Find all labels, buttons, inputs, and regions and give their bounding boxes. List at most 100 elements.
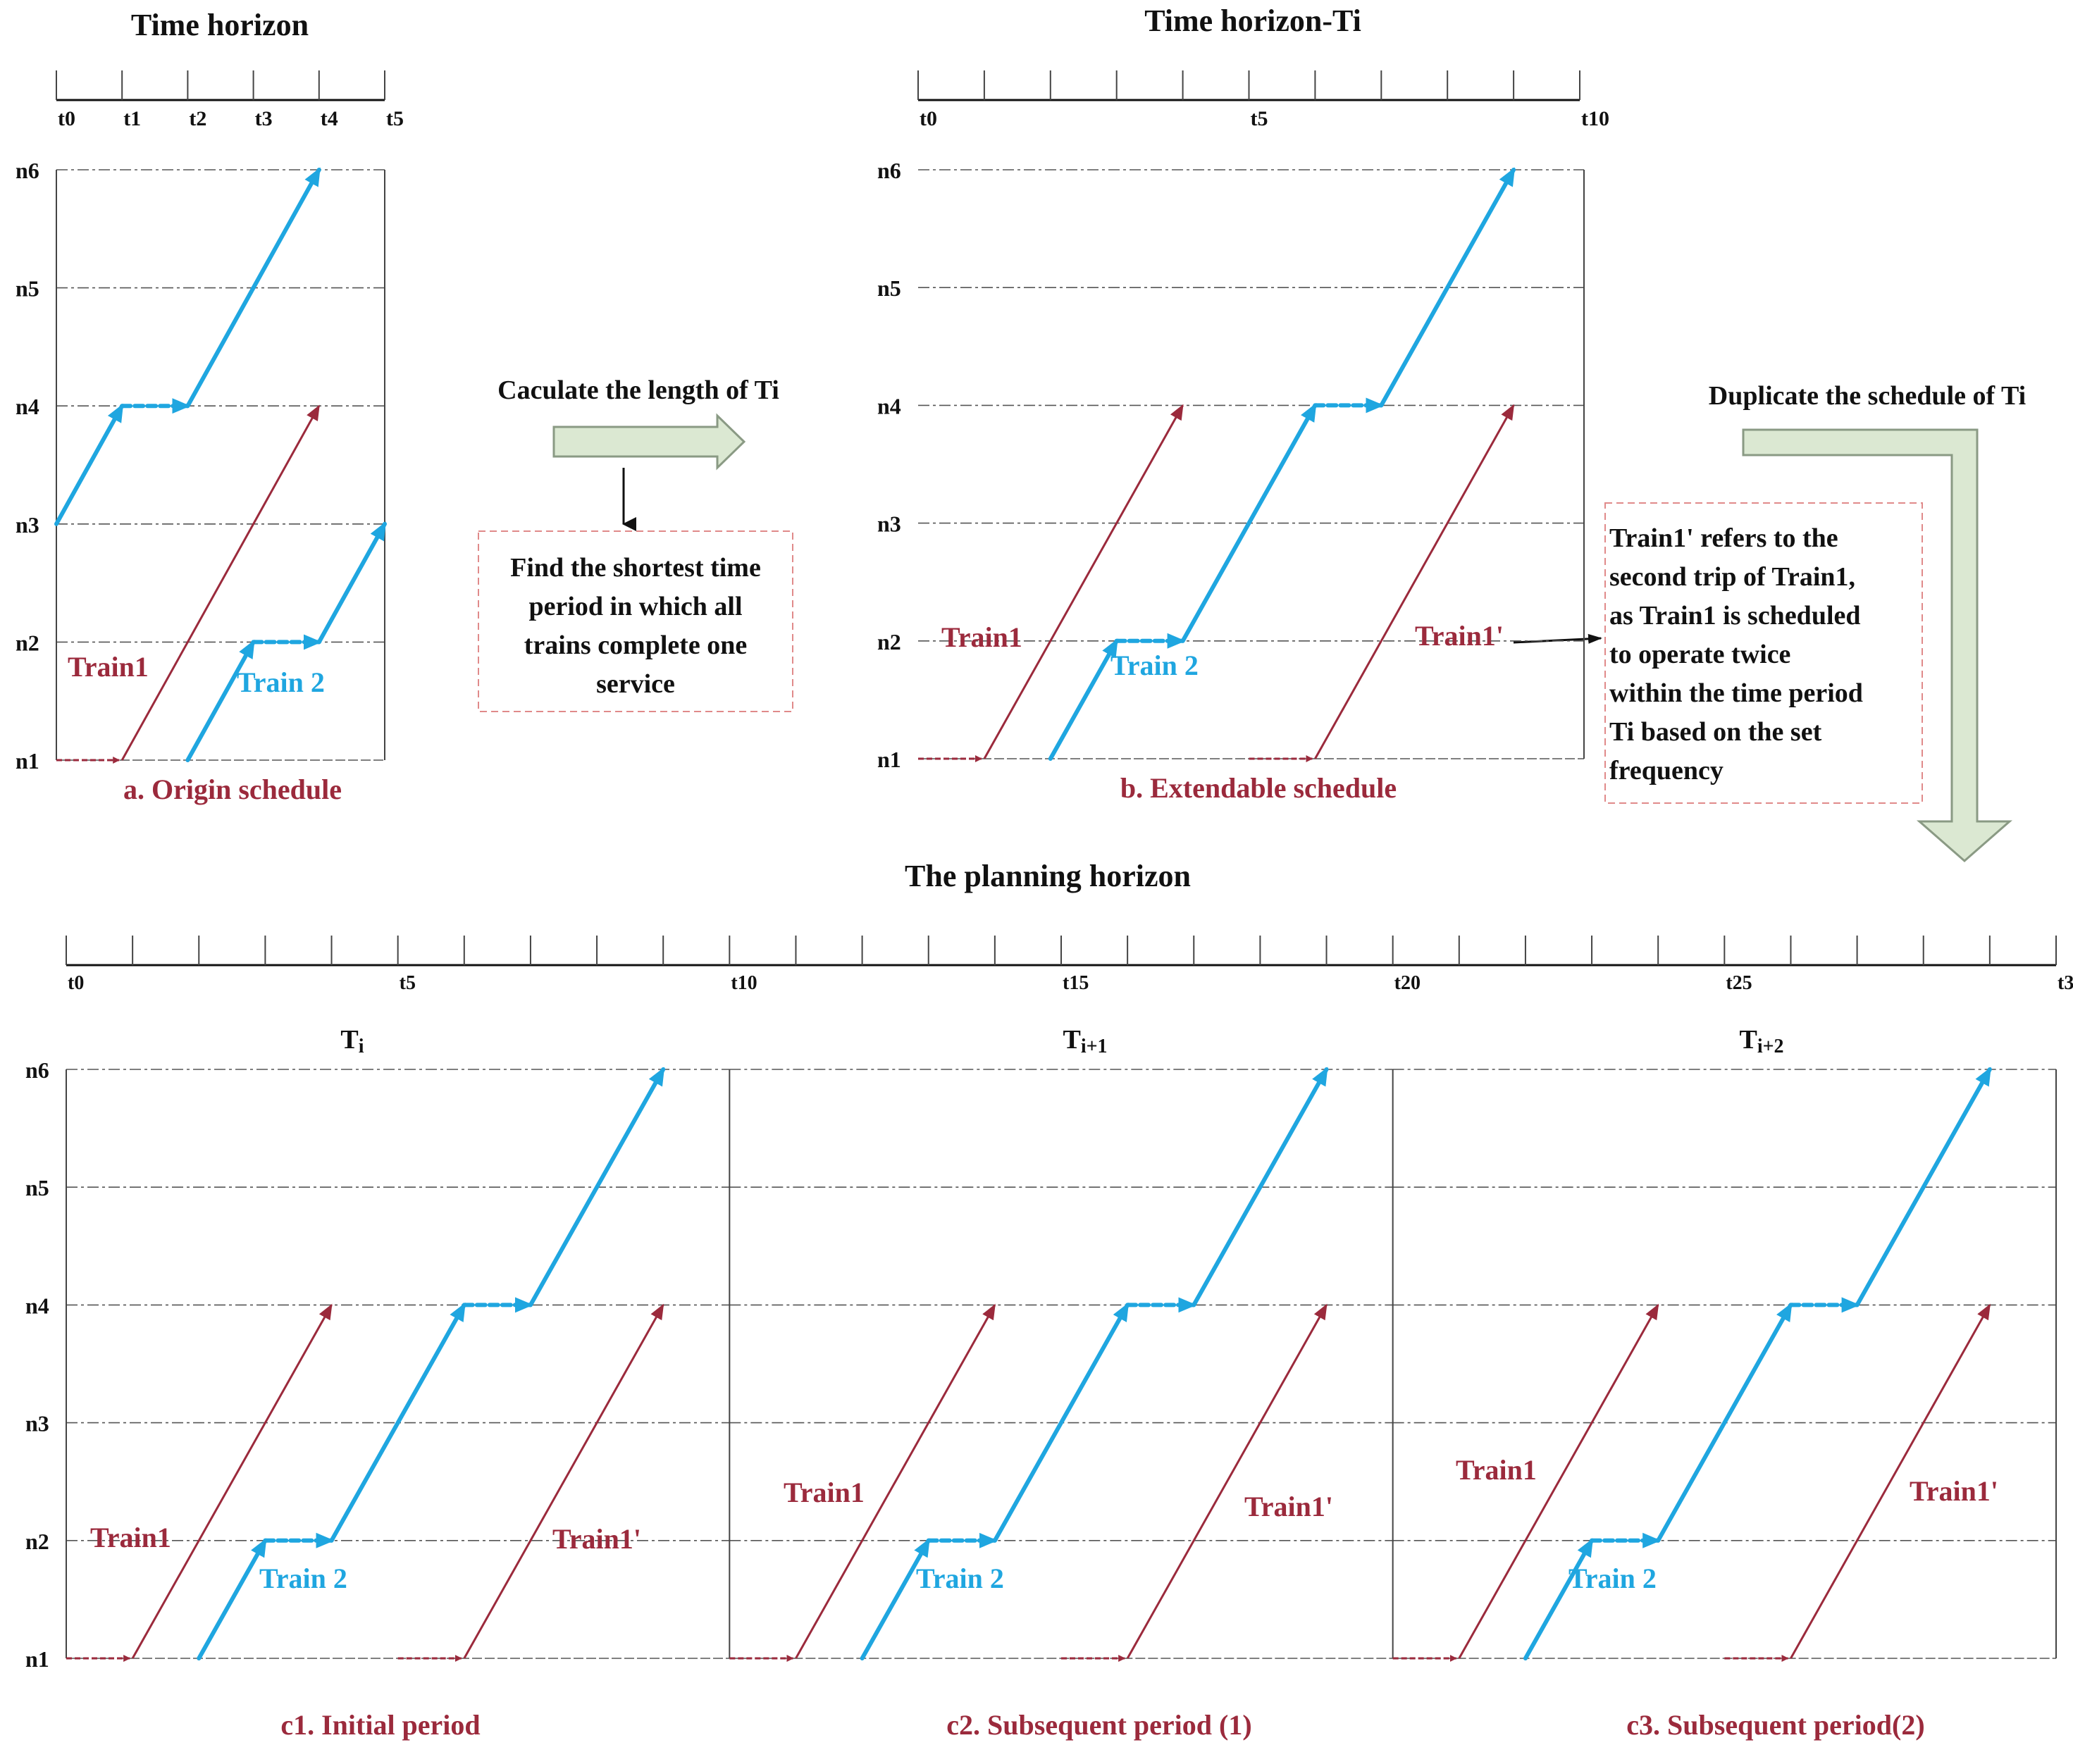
period-3-train1-label: Train1' (1910, 1475, 1998, 1507)
period-caption: c1. Initial period (280, 1709, 480, 1741)
step2-note-line: within the time period (1609, 678, 1863, 708)
period-1-train2-segment (329, 1302, 466, 1543)
panel-b-train2-segment (1180, 402, 1318, 643)
period-1-train2-label: Train 2 (259, 1563, 347, 1594)
period-1-station-label: n5 (25, 1175, 49, 1200)
step1-label: Caculate the length of Ti (497, 375, 779, 405)
period-1-train1-run (463, 1303, 664, 1659)
planning-header: The planning horizon (905, 859, 1191, 893)
planning-tick-label: t15 (1063, 972, 1089, 994)
panel-b-caption: b. Extendable schedule (1120, 772, 1397, 804)
panel_a-tick-label: t0 (58, 107, 75, 130)
step2-note-line: frequency (1609, 756, 1724, 785)
planning-tick-label: t25 (1726, 972, 1752, 994)
step1-note-line: period in which all (529, 592, 743, 621)
panel_a-time-axis: t0 t1 t2 t3 t4 t5 (56, 70, 404, 130)
period-1-train2-segment (197, 1538, 268, 1660)
panel-a-station-label: n2 (16, 630, 39, 655)
period-title-sub: i (359, 1036, 364, 1057)
period-3-train2-segment (1855, 1067, 1992, 1308)
panel-a-caption: a. Origin schedule (123, 774, 342, 805)
panel-b-train2-label: Train 2 (1110, 650, 1199, 681)
period-title: Ti+1 (1063, 1025, 1107, 1057)
panel-b-time-axis: t0 t5 t10 (917, 70, 1609, 130)
step2-note-line: Train1' refers to the (1609, 523, 1838, 553)
panel_a-tick-label: t3 (255, 107, 273, 130)
panel-a-train2-segment (185, 167, 321, 409)
period-1-panel: n1 n2 n3 n4 n5 n6 Train1 Train1' Train 2 (25, 1057, 730, 1672)
period-3-train2-label: Train 2 (1568, 1563, 1657, 1594)
period-title-sub: i+2 (1757, 1036, 1784, 1057)
period-2-train2-segment (1192, 1067, 1329, 1308)
step1-note-text: Find the shortest time period in which al… (510, 553, 761, 699)
panel-b-train2-segment (1379, 167, 1516, 408)
panel-b-station-label: n1 (877, 747, 901, 772)
period-title-sub: i+1 (1081, 1036, 1108, 1057)
step1-note-line: Find the shortest time (510, 553, 761, 583)
period-2-train1-run (1126, 1303, 1328, 1659)
period-caption: c3. Subsequent period(2) (1626, 1709, 1924, 1741)
panel-a-station-label: n6 (16, 158, 39, 183)
step1-note-line: service (596, 669, 675, 699)
panel-b-header: Time horizon-Ti (1144, 4, 1361, 38)
step2-note-line: Ti based on the set (1609, 717, 1822, 747)
planning-time-axis: t0 t5 t10 t15 t20 t25 t30 (66, 936, 2073, 994)
period-1-station-label: n1 (25, 1646, 49, 1672)
panel-a-header: Time horizon (131, 8, 309, 42)
period-2-train1-run (795, 1303, 996, 1659)
panel-b-panel: n1 n2 n3 n4 n5 n6 Train1 Train1' Train 2 (877, 158, 1585, 772)
period-1-station-label: n4 (25, 1293, 49, 1318)
panel-b-train2-segment (1048, 638, 1119, 761)
period-3-train1-label: Train1 (1456, 1454, 1537, 1486)
step2-note-line: to operate twice (1609, 640, 1790, 669)
step2-note-line: second trip of Train1, (1609, 562, 1855, 592)
period-title-base: T (1063, 1025, 1080, 1055)
panel-a-station-label: n4 (16, 394, 39, 419)
panel-a-train2-segment (185, 639, 256, 762)
planning-tick-label: t20 (1394, 972, 1421, 994)
period-1-train2-segment (528, 1067, 666, 1308)
period-1-station-label: n6 (25, 1057, 49, 1083)
period-3-train2-segment (1656, 1302, 1793, 1543)
panel-a-station-label: n1 (16, 748, 39, 774)
planning-tick-label: t0 (68, 972, 84, 994)
planning-tick-label: t30 (2057, 972, 2073, 994)
panel-b-station-label: n6 (877, 158, 901, 183)
panel-a-panel: n1 n2 n3 n4 n5 n6 Train1 Train 2 (16, 158, 387, 774)
panel-a-train2-label: Train 2 (237, 666, 325, 698)
step2-note-box (1604, 502, 1923, 804)
panel-a-train2-segment (316, 521, 387, 645)
panel-a-train2-segment (54, 403, 125, 526)
panel-b-train1-label: Train1 (941, 621, 1022, 653)
panel_a-tick-label: t4 (321, 107, 338, 130)
period-1-train1-label: Train1 (90, 1522, 171, 1553)
period-2-train1-label: Train1' (1244, 1491, 1333, 1522)
panel-b-train1-label: Train1' (1415, 620, 1504, 652)
planning-tick-label: t10 (731, 972, 757, 994)
panel-b-station-label: n4 (877, 393, 901, 418)
planning-tick-label: t5 (400, 972, 416, 994)
step2-elbow-arrow (1742, 428, 2012, 862)
step1-big-arrow (552, 413, 746, 471)
period-title: Ti (340, 1025, 364, 1057)
panel_a-tick-label: t5 (386, 107, 404, 130)
panel-b-train1-run (1314, 404, 1515, 759)
period-3-train1-run (1790, 1303, 1991, 1659)
period-title-base: T (340, 1025, 358, 1055)
period-title: Ti+2 (1739, 1025, 1783, 1057)
step2-note-text: Train1' refers to the second trip of Trai… (1609, 523, 1863, 785)
period-title-base: T (1739, 1025, 1757, 1055)
panel-b-station-label: n3 (877, 511, 901, 537)
step2-label: Duplicate the schedule of Ti (1709, 381, 2026, 411)
period-1-train1-run (131, 1303, 333, 1659)
panel-a-train1-run (120, 404, 321, 761)
panel-b-tick-label: t10 (1581, 107, 1609, 130)
panel-b-station-label: n2 (877, 629, 901, 654)
period-caption: c2. Subsequent period (1) (946, 1709, 1251, 1741)
panel-a-train1-label: Train1 (68, 651, 149, 683)
period-2-train2-label: Train 2 (916, 1563, 1004, 1594)
panel-b-tick-label: t5 (1251, 107, 1268, 130)
period-3-train1-run (1458, 1303, 1659, 1659)
